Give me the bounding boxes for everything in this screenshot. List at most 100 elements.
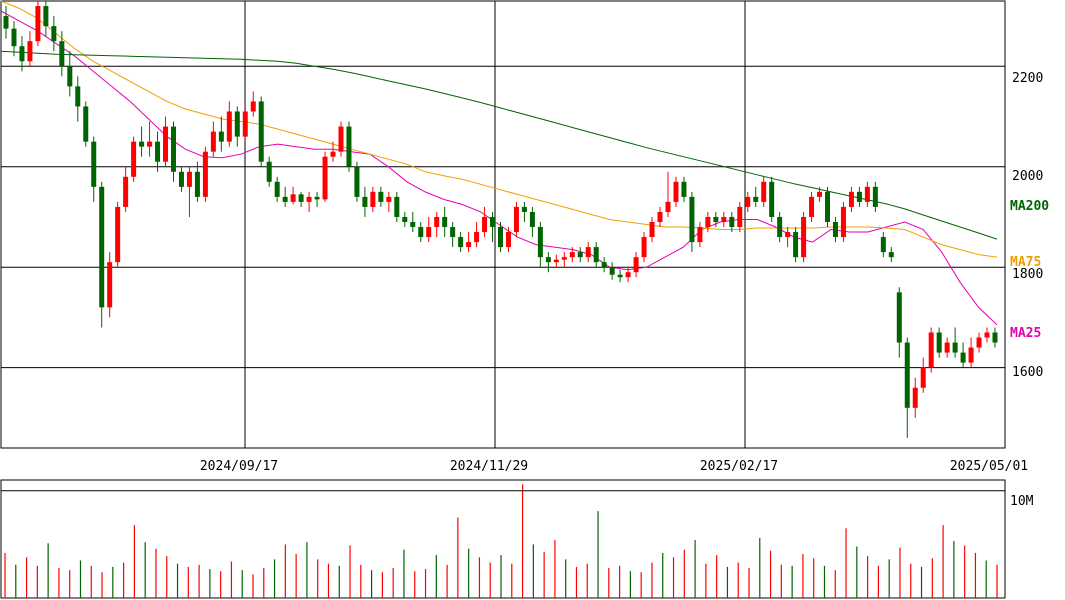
ma-line-ma200: [0, 50, 998, 240]
candle-body: [258, 101, 264, 162]
candle-body: [625, 272, 631, 278]
candle-body: [91, 141, 97, 187]
candle-body: [210, 131, 216, 152]
candle-body: [553, 259, 559, 263]
candle-body: [131, 141, 137, 177]
candle-body: [601, 262, 607, 268]
candle-body: [498, 227, 503, 248]
candle-body: [529, 211, 535, 228]
candle-body: [250, 101, 256, 112]
candle-body: [442, 216, 448, 228]
candle-body: [888, 252, 894, 258]
candle-body: [19, 46, 25, 62]
candle-body: [649, 221, 655, 238]
price-grid: [1, 65, 1005, 369]
candle-body: [880, 237, 886, 253]
candle-body: [537, 227, 543, 258]
candle-body: [569, 252, 575, 258]
candle-body: [737, 206, 743, 228]
candle-body: [944, 342, 950, 353]
price-tick-label: 2200: [1012, 71, 1043, 86]
candle-body: [832, 221, 838, 238]
candle-body: [282, 196, 288, 202]
candle-body: [378, 191, 384, 202]
candle-body: [386, 196, 392, 202]
candle-body: [577, 252, 583, 258]
candle-body: [11, 28, 17, 47]
candle-body: [809, 196, 815, 217]
legend-label-ma25: MA25: [1010, 326, 1041, 341]
candle-body: [115, 206, 121, 263]
candle-body: [609, 267, 615, 275]
candle-body: [992, 332, 998, 343]
volume-bars: [4, 484, 998, 598]
ma-line-ma75: [0, 0, 998, 258]
candle-body: [482, 216, 488, 233]
candle-body: [793, 232, 799, 258]
candle-body: [976, 337, 982, 348]
candle-body: [952, 342, 958, 353]
date-tick-label: 2024/11/29: [450, 459, 528, 474]
candle-body: [434, 216, 440, 228]
candle-body: [242, 111, 248, 137]
candle-body: [266, 161, 272, 182]
candle-body: [410, 221, 416, 228]
candle-body: [394, 196, 400, 217]
candle-body: [761, 181, 767, 202]
candle-body: [785, 232, 791, 238]
candle-body: [226, 111, 232, 142]
candle-body: [657, 211, 663, 222]
candle-body: [450, 227, 456, 238]
candle-body: [769, 181, 775, 217]
candle-body: [123, 176, 129, 207]
candle-body: [697, 227, 703, 243]
candle-body: [314, 196, 320, 200]
legend-label-ma200: MA200: [1010, 199, 1049, 214]
candle-body: [777, 216, 783, 238]
candlestick-series: [3, 1, 998, 438]
candle-body: [43, 6, 49, 27]
candle-body: [474, 232, 480, 243]
candle-body: [218, 131, 224, 142]
candle-body: [521, 206, 527, 212]
candle-body: [641, 237, 647, 258]
candle-body: [370, 191, 376, 207]
price-tick-label: 1600: [1012, 365, 1043, 380]
candle-body: [362, 196, 368, 207]
candle-body: [585, 247, 591, 258]
candle-body: [290, 194, 296, 202]
candle-body: [729, 216, 735, 228]
candle-body: [107, 262, 113, 308]
candle-body: [35, 6, 41, 42]
price-panel: [0, 0, 1006, 449]
candle-body: [354, 166, 360, 197]
legend-label-ma75: MA75: [1010, 255, 1041, 270]
candle-body: [3, 16, 9, 29]
candle-body: [633, 257, 639, 273]
candle-body: [753, 196, 759, 202]
candle-body: [872, 186, 878, 207]
price-tick-label: 1800: [1012, 267, 1043, 282]
candle-body: [402, 216, 408, 222]
candle-body: [147, 141, 153, 147]
candle-body: [59, 41, 65, 67]
candle-body: [99, 186, 105, 308]
candle-body: [513, 206, 519, 233]
candle-body: [178, 171, 184, 187]
candle-body: [689, 196, 695, 243]
candle-body: [27, 41, 33, 62]
candle-body: [274, 181, 280, 197]
candle-body: [83, 106, 89, 142]
candle-body: [713, 216, 719, 222]
candle-body: [817, 191, 823, 197]
candle-body: [681, 181, 687, 197]
candle-body: [51, 26, 57, 42]
candle-body: [904, 342, 910, 408]
candle-body: [593, 247, 599, 263]
candle-body: [322, 156, 328, 200]
candle-body: [984, 332, 990, 338]
candle-body: [186, 171, 192, 187]
candle-body: [490, 216, 496, 228]
candle-body: [960, 352, 966, 363]
